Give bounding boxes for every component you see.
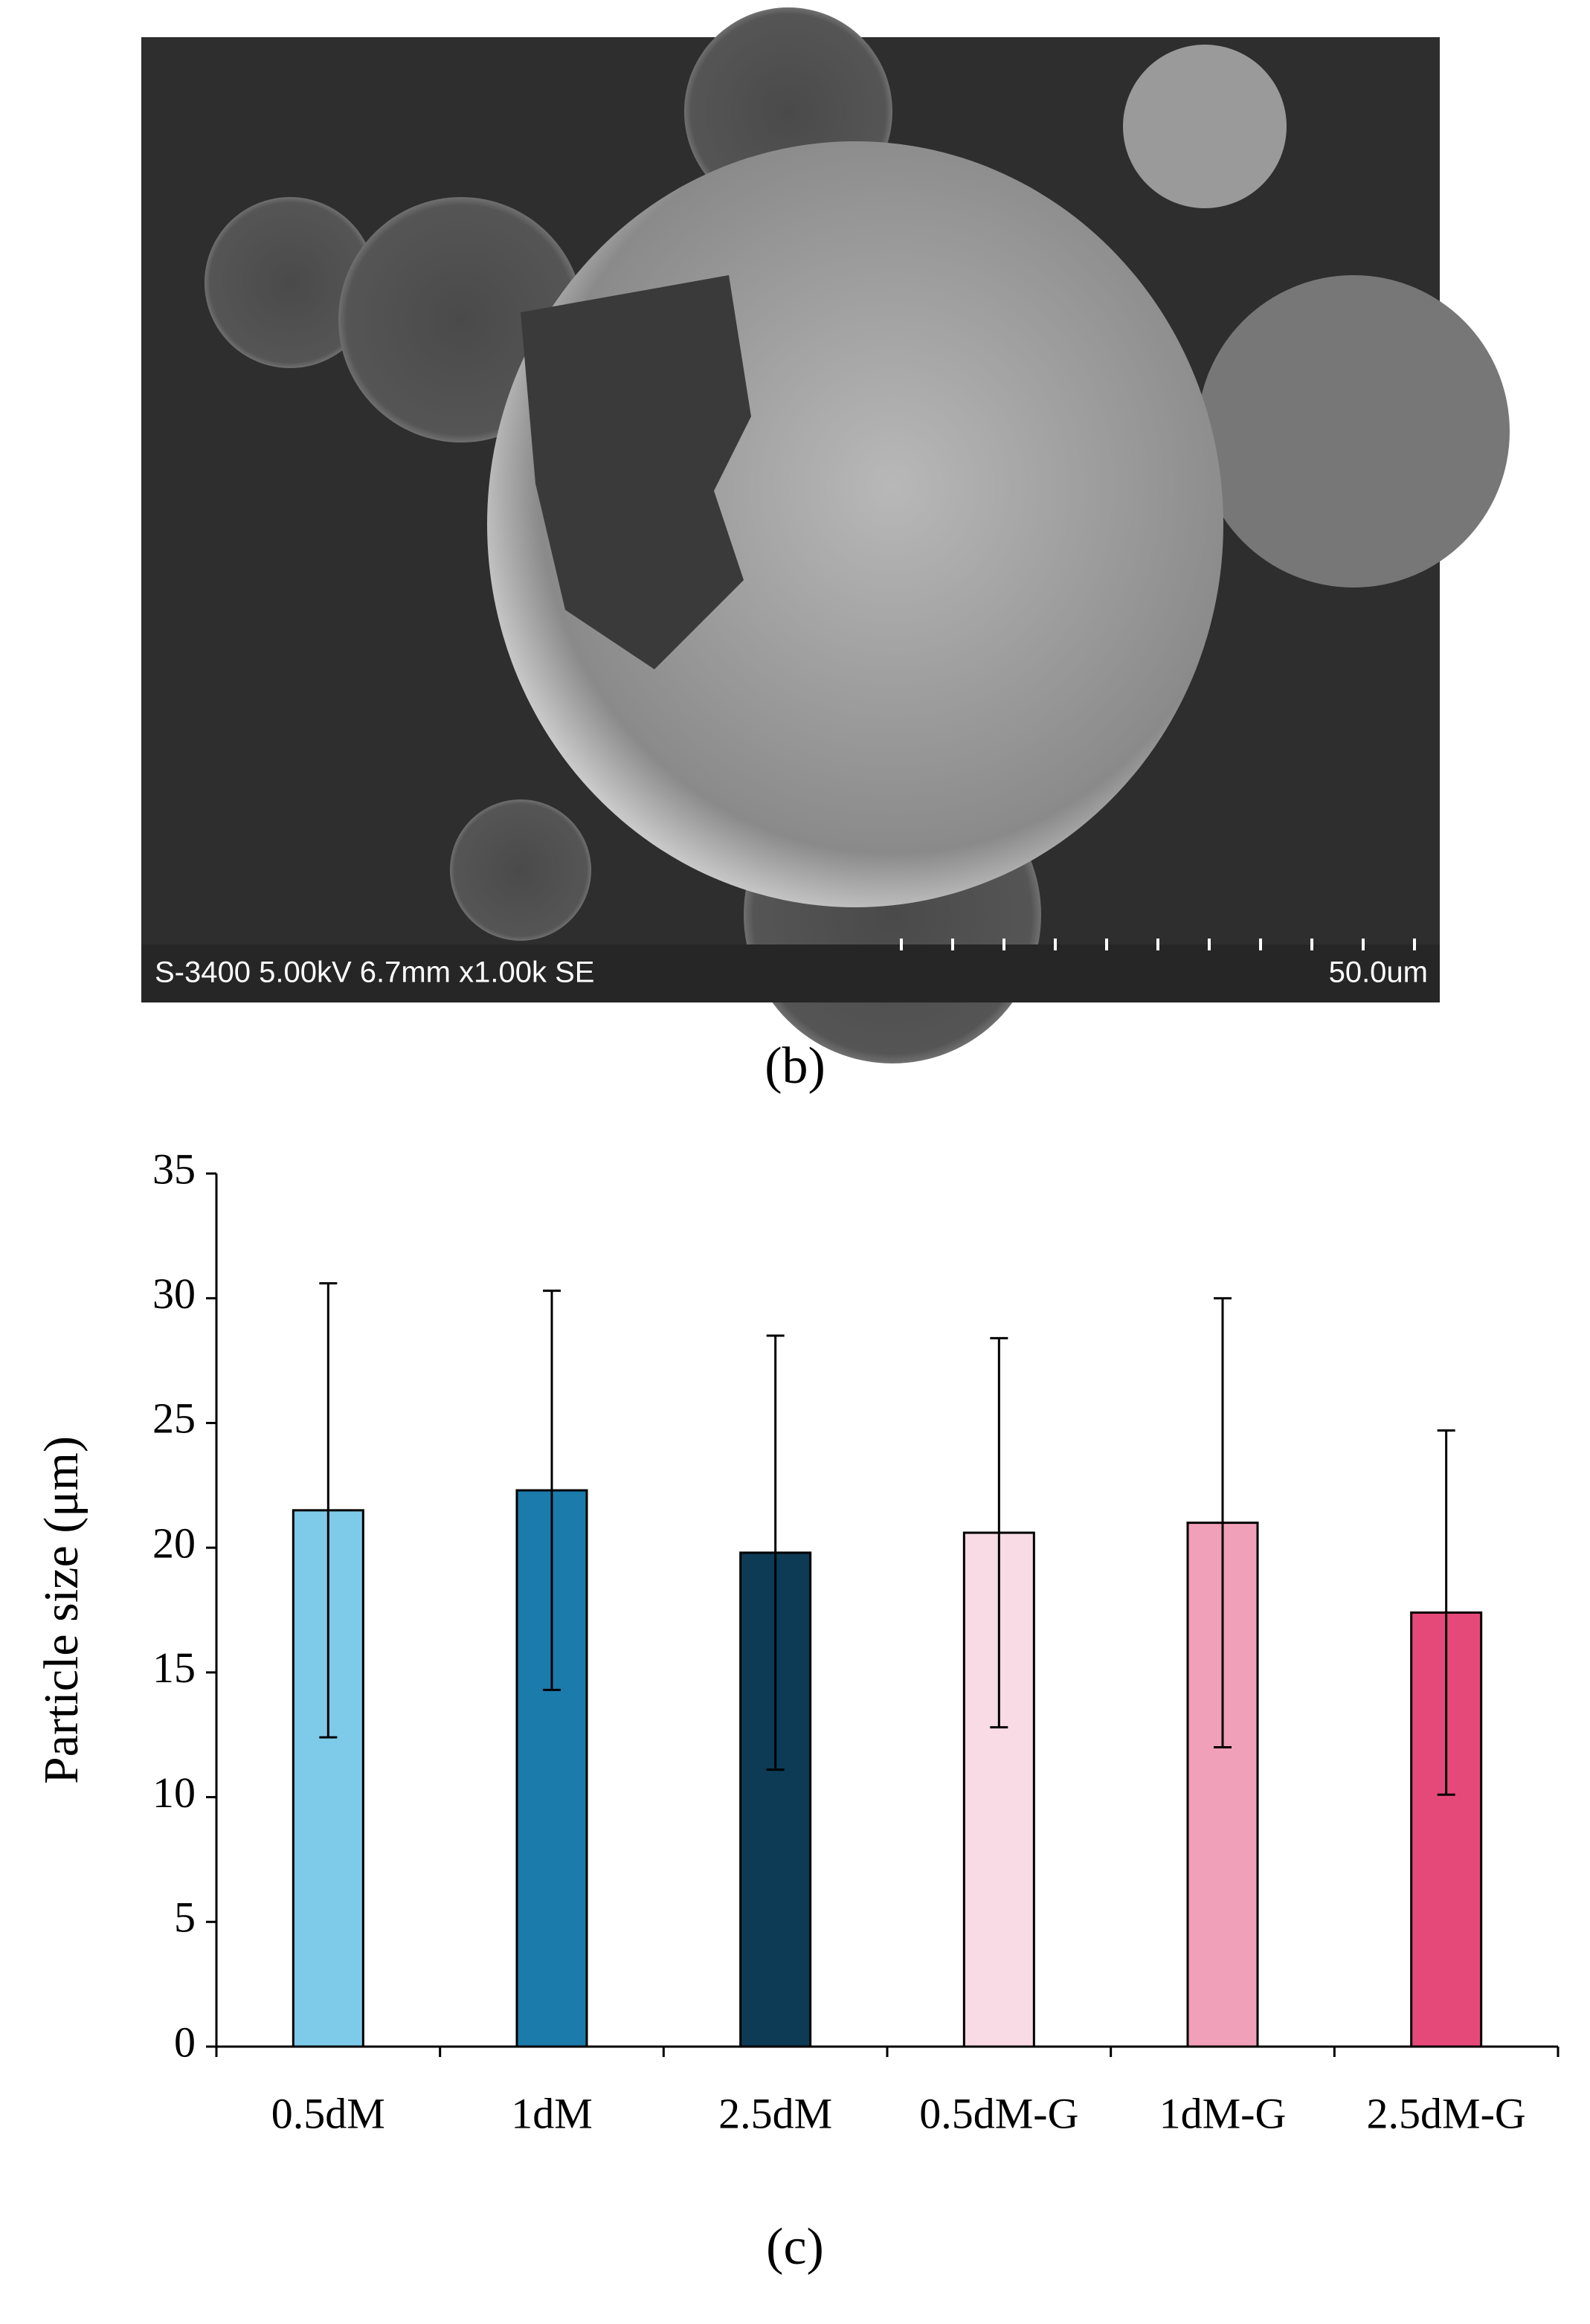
x-tick-label: 2.5dM [718,2089,832,2137]
chart: 0 5 10 15 20 25 30 35 0.5dM 1dM 2.5dM 0.5dM-G 1dM-G 2… [152,1145,1560,2137]
x-tick-label: 0.5dM-G [919,2089,1078,2137]
particle [1197,275,1510,588]
y-tick-label: 15 [152,1644,196,1692]
y-tick-label: 5 [174,1893,196,1942]
scale-bar [900,939,1416,950]
x-tick-label: 1dM [511,2089,593,2137]
y-tick-label: 10 [152,1768,196,1817]
y-tick-label: 35 [152,1145,196,1193]
error-bar [1214,1297,1232,1748]
info-bar [141,944,1440,1002]
error-bar [319,1282,338,1739]
x-tick-label: 0.5dM [271,2089,385,2137]
x-tick-label: 1dM-G [1159,2089,1287,2137]
particle [450,799,591,941]
sem-image: S-3400 5.00kV 6.7mm x1.00k SE 50.0um [141,7,1510,1063]
particle [1123,45,1287,208]
sem-info: S-3400 5.00kV 6.7mm x1.00k SE [155,956,594,989]
y-tick-label: 20 [152,1519,196,1567]
error-bar [543,1290,561,1691]
error-bar [1437,1429,1455,1796]
y-tick-label: 0 [174,2018,196,2066]
caption-b: (b) [765,1037,825,1095]
y-axis-label: Particle size (μm) [34,1436,88,1784]
particle [205,197,376,368]
y-tick-label: 25 [152,1394,196,1443]
scale-label: 50.0um [1329,956,1428,989]
shadow [521,275,751,669]
caption-c: (c) [766,2218,824,2276]
error-bar [766,1334,785,1771]
x-tick-label: 2.5dM-G [1367,2089,1526,2137]
y-tick-label: 30 [152,1269,196,1318]
error-bar [990,1336,1008,1729]
